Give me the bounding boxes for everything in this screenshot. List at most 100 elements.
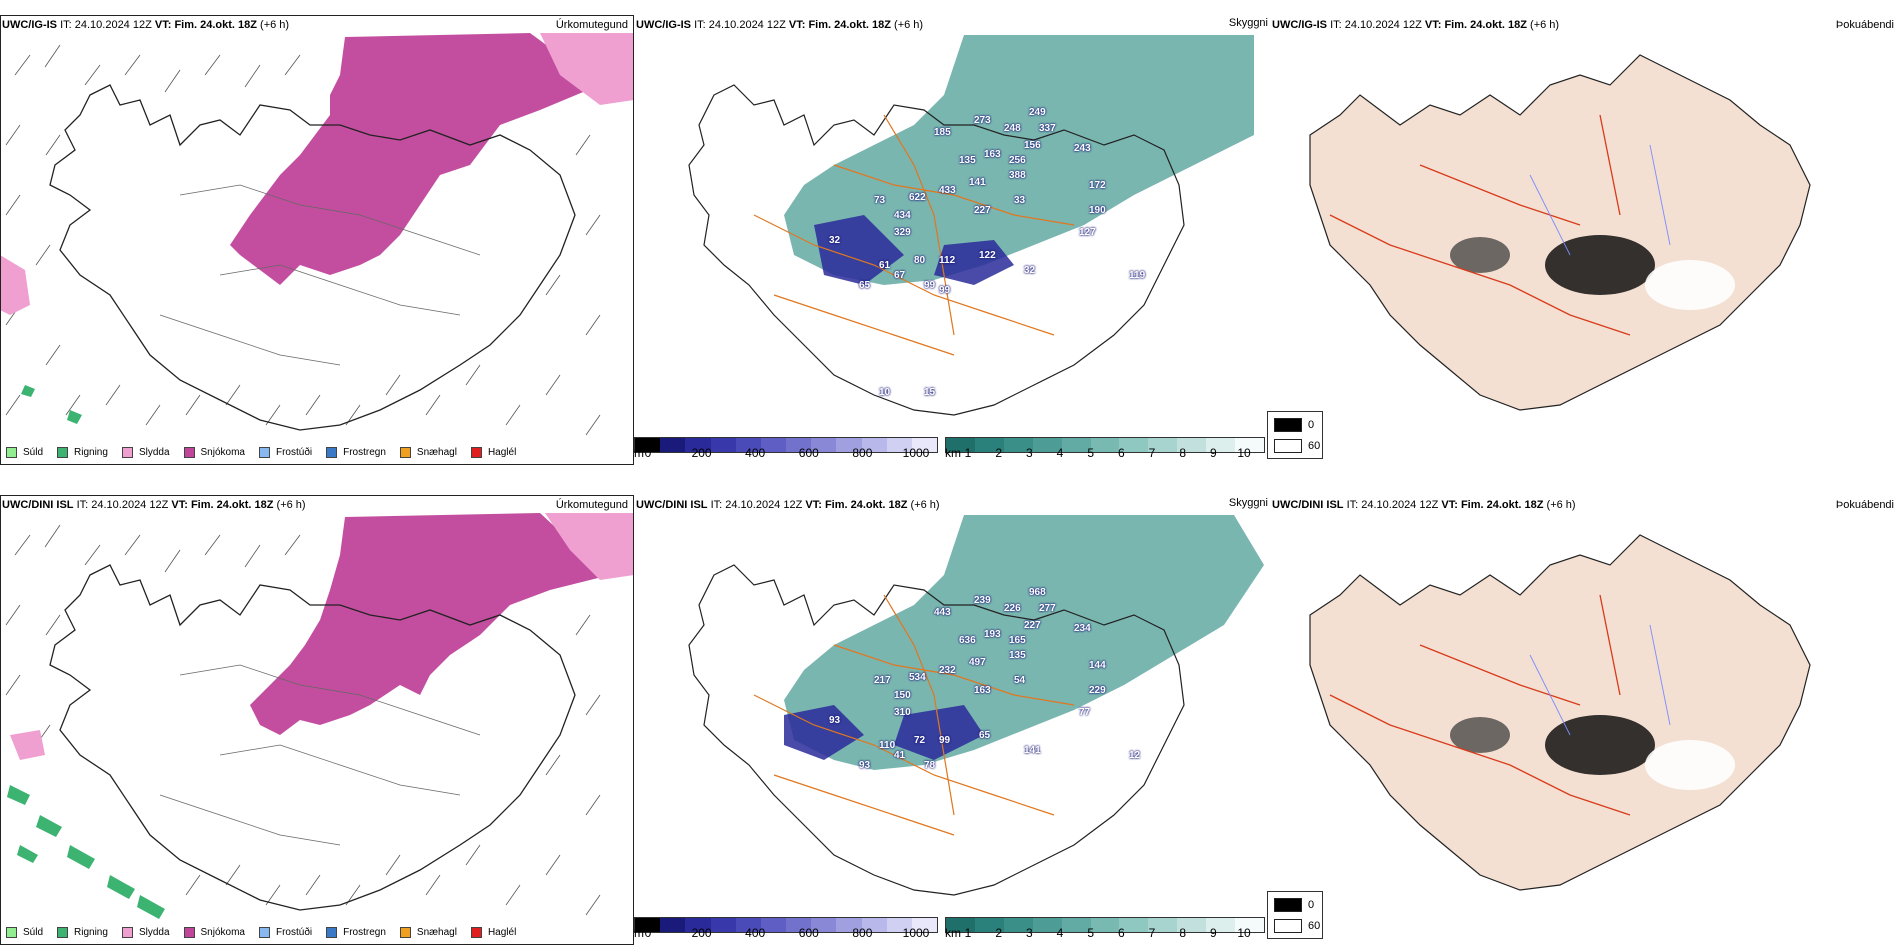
roads: [753, 594, 1075, 836]
precip-panel-row1: UWC/IG-IS IT: 24.10.2024 12Z VT: Fim. 24…: [0, 15, 634, 465]
cloudbase-value-label: 534: [909, 672, 926, 683]
cloudbase-value-label: 229: [1089, 685, 1106, 696]
colorbar-tick-label: 3: [1025, 446, 1033, 460]
colorbar-segment: [1119, 918, 1149, 932]
rain-area: [21, 385, 82, 424]
colorbar-segment: [811, 918, 837, 932]
colorbar-tick-label: 400: [745, 446, 766, 460]
colorbar-segment: [760, 918, 787, 932]
cloudbase-value-label: 80: [914, 255, 926, 266]
colorbar-tick-label: 5: [1087, 446, 1094, 460]
cloudbase-value-label: 77: [1079, 707, 1091, 718]
colorbar-tick-label: 10: [1237, 926, 1251, 940]
colorbar-tick-label: 5: [1087, 926, 1094, 940]
colorbar-tick-label: 6: [1117, 926, 1125, 940]
cloudbase-value-label: 93: [859, 760, 871, 771]
cloudbase-value-label: 329: [894, 227, 911, 238]
cloudbase-value-label: 239: [974, 595, 991, 606]
colorbar-tick-label: 800: [852, 926, 873, 940]
colorbar-tick-label: 9: [1209, 446, 1217, 460]
visibility-map-row1: [688, 35, 1254, 416]
colorbar-segment: [786, 918, 812, 932]
cloudbase-value-label: 443: [934, 607, 951, 618]
cloudbase-value-label: 12: [1129, 750, 1141, 761]
header-visibility-row1: UWC/IG-IS IT: 24.10.2024 12Z VT: Fim. 24…: [636, 19, 924, 31]
colorbar-segment: [946, 918, 975, 932]
colorbar-segment: [1206, 918, 1236, 932]
colorbar-segment: [946, 438, 975, 452]
iceland-outline: [49, 564, 576, 911]
legend-swatch-freezing-rain: [326, 926, 338, 938]
cloudbase-value-label: 144: [1089, 660, 1106, 671]
legend-swatch-drizzle: [6, 926, 17, 938]
fog-high: [1545, 715, 1655, 775]
cloudbase-value-label: 41: [894, 750, 906, 761]
wind-barbs: [5, 524, 601, 916]
legend-swatch-hail: [470, 446, 482, 458]
colorbar-segment: [1032, 918, 1062, 932]
colorbar-segment: [1148, 918, 1178, 932]
colorbar-segment: [685, 438, 711, 452]
low-cloudbase-area: [814, 215, 1014, 285]
sleet-area: [540, 33, 634, 105]
snow-area: [230, 33, 600, 285]
colorbar-tick-label: 4: [1056, 446, 1064, 460]
colorbar-segment: [1090, 918, 1120, 932]
iceland-outline: [49, 84, 576, 431]
cloudbase-value-label: 636: [959, 635, 976, 646]
cloudbase-value-label: 112: [939, 255, 956, 266]
cloudbase-value-label: 190: [1089, 205, 1106, 216]
cloudbase-value-label: 67: [894, 270, 906, 281]
cloudbase-value-label: 234: [1074, 623, 1091, 634]
colorbar-segment: [836, 918, 862, 932]
legend-swatch-freezing-drizzle: [258, 446, 270, 458]
low-cloudbase-area: [784, 705, 984, 760]
roads: [159, 664, 481, 846]
cloudbase-value-label: 226: [1004, 603, 1021, 614]
cloudbase-value-label: 73: [874, 195, 886, 206]
header-fog-row2: UWC/DINI ISL IT: 24.10.2024 12Z VT: Fim.…: [1272, 499, 1576, 511]
fog-panel-row1: UWC/IG-IS IT: 24.10.2024 12Z VT: Fim. 24…: [1270, 15, 1900, 465]
cloudbase-value-label: 227: [974, 205, 991, 216]
cloudbase-value-label: 99: [939, 285, 951, 296]
header-fog-row1: UWC/IG-IS IT: 24.10.2024 12Z VT: Fim. 24…: [1272, 19, 1560, 31]
fog-legend-row1: 0 60: [1267, 411, 1323, 459]
cloudbase-colorbar-row2: [634, 917, 938, 933]
colorbar-segment: [1235, 438, 1264, 452]
colorbar-segment: [811, 438, 837, 452]
wind-barbs: [5, 44, 601, 436]
visibility-panel-row2: UWC/DINI ISL IT: 24.10.2024 12Z VT: Fim.…: [634, 495, 1270, 945]
cloudbase-value-label: 65: [859, 280, 871, 291]
visibility-colorbar-row2: [945, 917, 1265, 933]
cloudbase-value-label: 156: [1024, 140, 1041, 151]
colorbar-tick-label: 600: [798, 446, 819, 460]
visibility-map-row2: [688, 515, 1264, 896]
colorbar-segment: [1003, 918, 1033, 932]
colorbar-segment: [635, 438, 661, 452]
legend-swatch-rain: [57, 446, 69, 458]
colorbar-tick-label: 1000: [902, 446, 930, 460]
cloudbase-value-label: 93: [829, 715, 841, 726]
cloudbase-value-label: 165: [1009, 635, 1026, 646]
colorbar-tick-label: 6: [1117, 446, 1125, 460]
roads: [159, 184, 481, 366]
cloudbase-value-label: 54: [1014, 675, 1026, 686]
cloudbase-value-label: 10: [879, 387, 891, 398]
precip-legend-row1: Súld Rigning Slydda Snjókoma Frostúði Fr…: [6, 443, 530, 461]
colorbar-segment: [635, 918, 661, 932]
precip-title-row1: Úrkomutegund: [555, 19, 628, 31]
cloudbase-colorbar-row1: [634, 437, 938, 453]
low-visibility-area: [784, 35, 1254, 285]
rivers: [1529, 624, 1671, 736]
cloudbase-value-label: 232: [939, 665, 956, 676]
colorbar-tick-label: 8: [1179, 446, 1186, 460]
cloudbase-value-label: 248: [1004, 123, 1021, 134]
colorbar-segment: [710, 438, 736, 452]
cloudbase-value-label: 32: [829, 235, 841, 246]
cloudbase-value-label: 122: [979, 250, 996, 261]
cloudbase-value-label: 72: [914, 735, 926, 746]
colorbar-tick-label: 600: [798, 926, 819, 940]
iceland-outline: [688, 564, 1185, 896]
fog-legend-min-swatch: [1274, 439, 1302, 453]
cloudbase-value-label: 388: [1009, 170, 1026, 181]
